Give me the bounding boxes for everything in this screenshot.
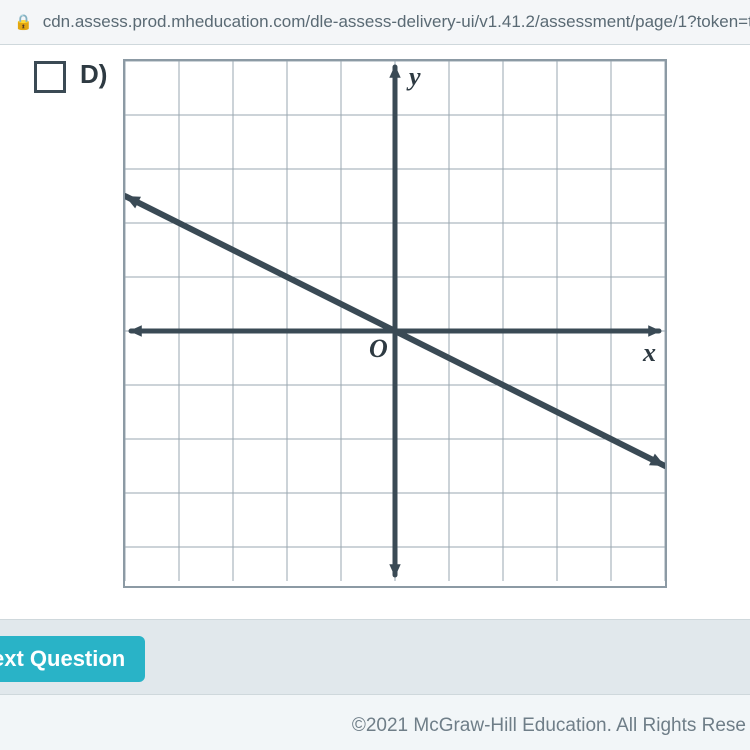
next-question-label: ext Question [0, 646, 125, 671]
svg-text:y: y [406, 62, 421, 91]
copyright-text: ©2021 McGraw-Hill Education. All Rights … [352, 715, 746, 736]
browser-address-bar: 🔒 cdn.assess.prod.mheducation.com/dle-as… [0, 0, 750, 45]
svg-text:O: O [369, 334, 388, 363]
svg-text:x: x [642, 338, 656, 367]
answer-letter: D) [80, 59, 107, 90]
footer: ©2021 McGraw-Hill Education. All Rights … [0, 695, 750, 750]
answer-option-d[interactable]: D) y x O [34, 59, 750, 588]
question-panel: D) y x O [0, 45, 750, 619]
url-text: cdn.assess.prod.mheducation.com/dle-asse… [43, 12, 750, 32]
coordinate-graph: y x O [123, 59, 667, 588]
answer-checkbox[interactable] [34, 61, 66, 93]
lock-icon: 🔒 [14, 13, 33, 31]
controls-bar: ext Question [0, 619, 750, 695]
next-question-button[interactable]: ext Question [0, 636, 145, 682]
